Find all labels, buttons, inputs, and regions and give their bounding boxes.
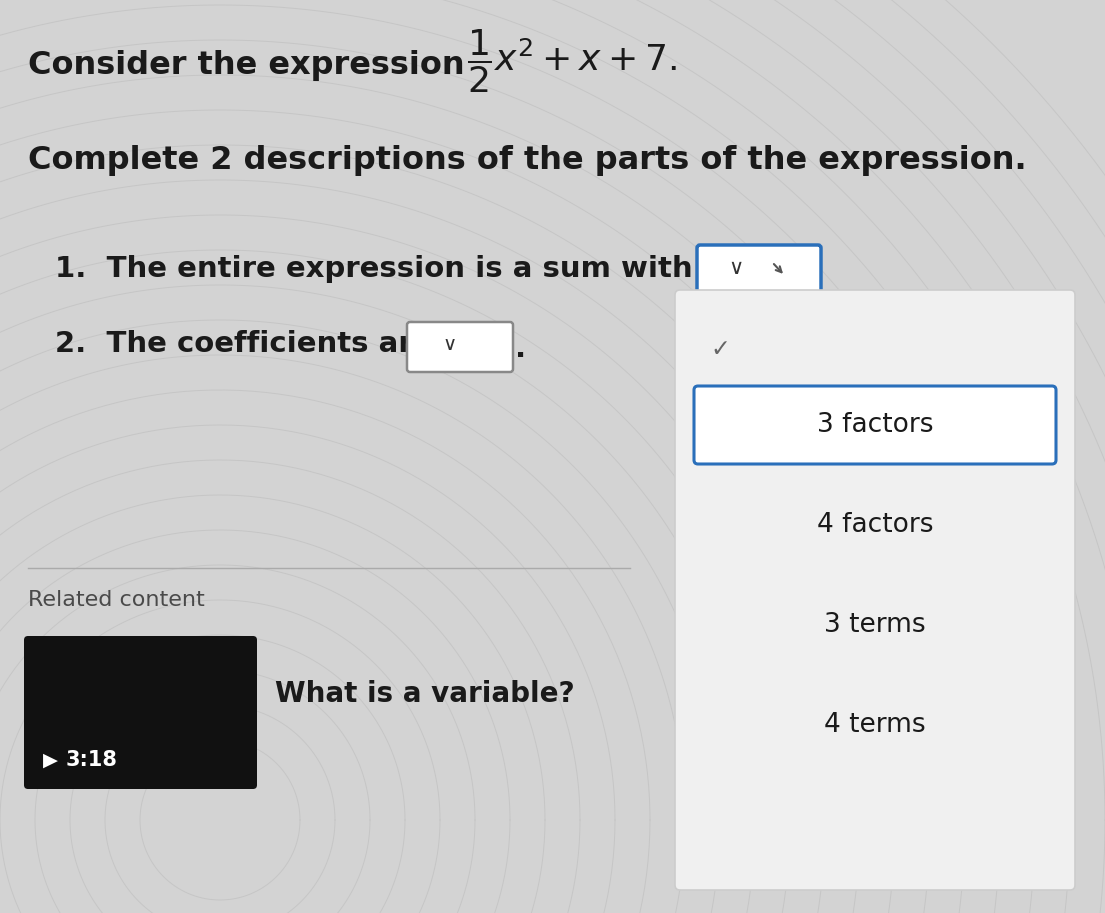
Text: 1.  The entire expression is a sum with: 1. The entire expression is a sum with xyxy=(55,255,693,283)
FancyBboxPatch shape xyxy=(697,245,821,297)
Text: $\dfrac{1}{2}x^2 + x + 7.$: $\dfrac{1}{2}x^2 + x + 7.$ xyxy=(467,28,677,95)
FancyBboxPatch shape xyxy=(694,386,1056,464)
Text: 3:18: 3:18 xyxy=(66,750,118,770)
Text: ∨: ∨ xyxy=(442,335,456,354)
Text: ∨: ∨ xyxy=(728,258,744,278)
Text: Related content: Related content xyxy=(28,590,204,610)
FancyBboxPatch shape xyxy=(24,636,257,789)
Text: 4 terms: 4 terms xyxy=(824,712,926,738)
Text: 2.  The coefficients are: 2. The coefficients are xyxy=(55,330,432,358)
Text: .: . xyxy=(515,335,526,363)
FancyBboxPatch shape xyxy=(407,322,513,372)
Text: Complete 2 descriptions of the parts of the expression.: Complete 2 descriptions of the parts of … xyxy=(28,145,1027,176)
Text: 3 terms: 3 terms xyxy=(824,612,926,638)
Text: 3 factors: 3 factors xyxy=(817,412,934,438)
FancyBboxPatch shape xyxy=(675,290,1075,890)
Text: ▶: ▶ xyxy=(43,751,57,770)
Text: ✓: ✓ xyxy=(711,337,729,361)
Text: What is a variable?: What is a variable? xyxy=(275,680,575,708)
Text: 4 factors: 4 factors xyxy=(817,512,934,538)
Text: Consider the expression: Consider the expression xyxy=(28,50,464,81)
